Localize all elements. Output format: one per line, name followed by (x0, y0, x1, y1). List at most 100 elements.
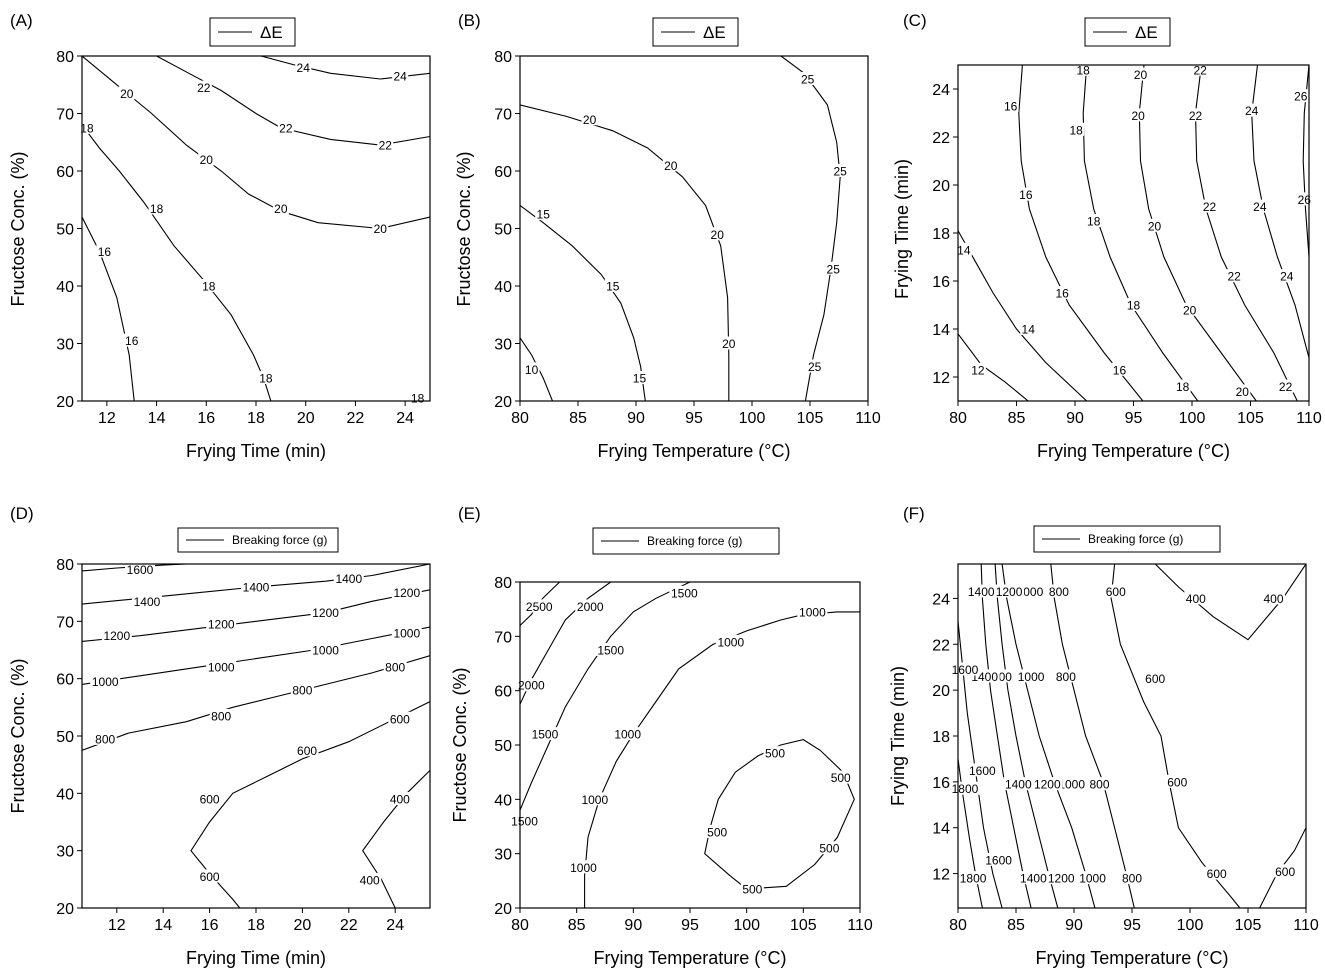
contour-label: 400 (390, 793, 410, 807)
contour-label: 24 (297, 61, 311, 75)
y-tick-label: 30 (494, 847, 512, 864)
contour-label: 22 (279, 121, 293, 135)
contour-label-bg (1165, 774, 1189, 788)
contour-label-bg (720, 336, 737, 350)
contour-line-12 (958, 333, 1029, 401)
contour-label: 20 (583, 113, 597, 127)
y-tick-label: 70 (56, 614, 74, 631)
contour-group (520, 582, 860, 908)
contour-label: 500 (707, 825, 727, 839)
contour-label: 15 (633, 372, 647, 386)
contour-label: 20 (1134, 68, 1148, 82)
x-tick-label: 90 (1065, 917, 1083, 934)
x-tick-label: 80 (949, 410, 967, 427)
contour-line-25 (780, 56, 841, 401)
x-axis-label: Frying Temperature (°C) (594, 948, 787, 968)
x-tick-label: 12 (98, 410, 116, 427)
contour-label: 16 (98, 245, 112, 259)
contour-label-bg (1205, 866, 1229, 880)
y-tick-label: 80 (494, 49, 512, 66)
contour-label: 600 (1207, 867, 1227, 881)
contour-label: 20 (200, 153, 214, 167)
x-tick-label: 110 (1293, 917, 1319, 934)
y-tick-label: 16 (932, 274, 950, 291)
contour-label-bg (806, 359, 823, 373)
contour-label: 1200 (1034, 778, 1061, 792)
contour-label-bg (206, 660, 237, 674)
contour-line-22 (156, 56, 430, 146)
contour-label-bg (391, 625, 422, 639)
contour-label-bg (148, 201, 165, 215)
contour-label-bg (1125, 298, 1142, 311)
contour-label-bg (1201, 199, 1218, 213)
y-tick-label: 60 (494, 164, 512, 181)
contour-label-bg (123, 333, 140, 347)
contour-label: 18 (1127, 299, 1141, 313)
contour-line-16 (82, 216, 135, 401)
y-tick-label: 20 (932, 178, 950, 195)
y-tick-label: 50 (56, 729, 74, 746)
contour-label-bg (1174, 379, 1191, 393)
contour-label-bg (1047, 584, 1071, 598)
contour-label: 500 (765, 747, 785, 761)
contour-label: 1400 (335, 572, 362, 586)
contour-label-bg (612, 727, 643, 741)
contour-label-bg (523, 362, 540, 376)
contour-label-bg (1146, 218, 1163, 232)
contour-label: 400 (1264, 592, 1284, 606)
contour-label: 600 (1275, 865, 1295, 879)
contour-label: 1200 (1048, 872, 1075, 886)
contour-label: 2500 (526, 600, 553, 614)
contour-label-bg (392, 69, 409, 83)
contour-label: 500 (831, 771, 851, 785)
contour-label-bg (1020, 322, 1037, 335)
contour-line-18 (1082, 65, 1199, 401)
x-tick-label: 95 (681, 917, 699, 934)
x-tick-label: 16 (201, 917, 219, 934)
y-tick-label: 80 (56, 49, 74, 66)
contour-label-bg (983, 852, 1014, 866)
contour-label-bg (568, 860, 599, 874)
contour-line-1000 (82, 626, 430, 685)
contour-label-bg (955, 242, 972, 256)
panel-label: (F) (903, 504, 925, 523)
contour-label-bg (1120, 871, 1144, 885)
contour-label-bg (257, 371, 274, 384)
contour-label-bg (1054, 286, 1071, 299)
contour-label-bg (535, 207, 552, 221)
contour-label: 1200 (312, 606, 339, 620)
contour-label: 1000 (614, 728, 641, 742)
contour-label-bg (125, 562, 155, 576)
contour-label-bg (829, 770, 853, 784)
y-tick-label: 70 (494, 107, 512, 124)
contour-line-20 (520, 104, 730, 401)
contour-label-bg (1018, 871, 1049, 885)
contour-label: 15 (606, 280, 620, 294)
contour-label: 600 (1167, 775, 1187, 789)
contour-line-1000 (1001, 564, 1096, 908)
x-tick-label: 20 (294, 917, 312, 934)
contour-label: 25 (808, 360, 822, 374)
contour-label: 1200 (208, 618, 235, 632)
panel-e: (E) Breaking force (g) 500 500 500 500 500 1000… (450, 504, 873, 968)
panel-f: (F) Breaking force (g) 400 400 600 600 600 600 6… (888, 504, 1319, 968)
x-tick-label: 18 (247, 917, 265, 934)
contour-label: 800 (1049, 585, 1069, 599)
contour-label-bg (958, 871, 989, 885)
y-tick-label: 40 (56, 786, 74, 803)
y-tick-label: 40 (494, 792, 512, 809)
x-tick-label: 80 (511, 917, 529, 934)
contour-label: 16 (1019, 188, 1033, 202)
contour-label-bg (1104, 584, 1128, 598)
contour-label-bg (200, 279, 217, 292)
y-axis-label: Fructose Conc. (%) (454, 151, 474, 306)
x-tick-label: 110 (1296, 410, 1322, 427)
contour-label: 1500 (597, 643, 624, 657)
contour-label-bg (1054, 669, 1078, 683)
y-tick-label: 40 (494, 279, 512, 296)
contour-label: 22 (1194, 63, 1208, 77)
y-axis-label: Frying Time (min) (892, 159, 912, 299)
contour-label-bg (1277, 379, 1294, 393)
contour-label: 14 (1022, 323, 1036, 337)
contour-label-bg (333, 571, 364, 585)
